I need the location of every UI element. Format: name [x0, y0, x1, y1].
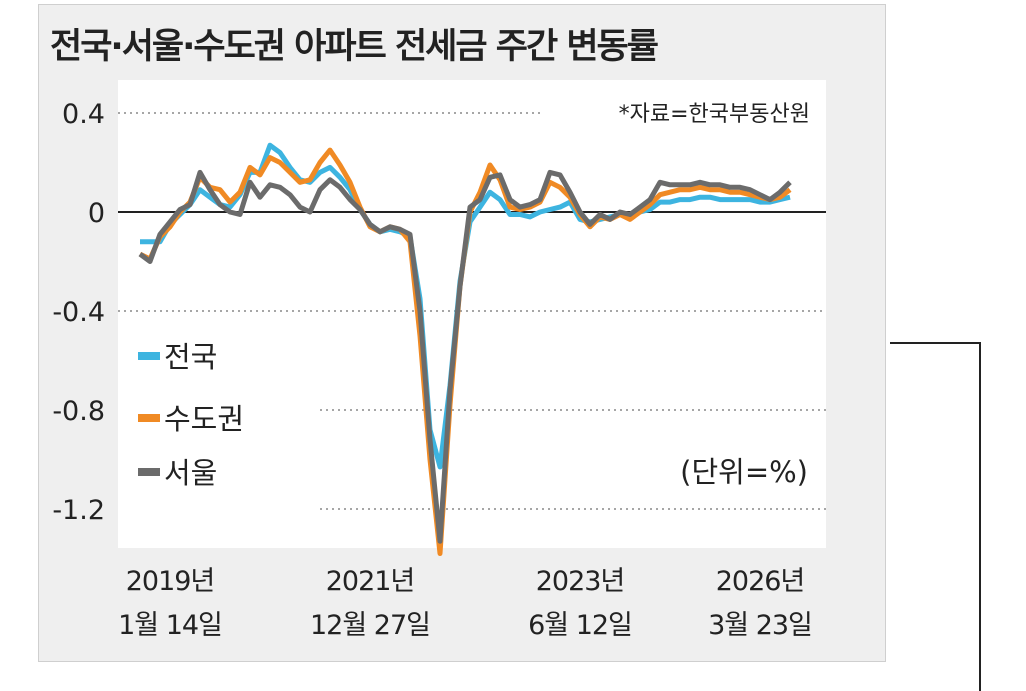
x-tick-label-year: 2021년 [326, 566, 415, 597]
x-tick-label-date: 3월 23일 [708, 610, 812, 641]
connector-line [890, 342, 981, 691]
unit-note: (단위=%) [680, 455, 808, 489]
legend-label: 전국 [164, 340, 217, 374]
plot-area [118, 80, 826, 548]
legend-swatch [138, 468, 160, 476]
y-tick-label: 0.4 [62, 99, 105, 130]
y-tick-label: -0.8 [52, 396, 105, 427]
y-tick-label: -1.2 [52, 495, 105, 526]
legend-swatch [138, 414, 160, 422]
x-tick-label-year: 2023년 [536, 566, 625, 597]
source-note: *자료=한국부동산원 [619, 102, 810, 127]
legend-swatch [138, 352, 160, 360]
x-tick-label-year: 2026년 [716, 566, 805, 597]
x-tick-label-date: 1월 14일 [118, 610, 222, 641]
legend-label: 서울 [164, 456, 217, 490]
x-tick-label-year: 2019년 [126, 566, 215, 597]
series-line-서울 [138, 169, 792, 544]
x-tick-label-date: 6월 12일 [528, 610, 632, 641]
legend-label: 수도권 [164, 402, 244, 436]
y-tick-label: -0.4 [52, 297, 105, 328]
x-tick-label-date: 12월 27일 [310, 610, 430, 641]
chart-title: 전국·서울·수도권 아파트 전세금 주간 변동률 [50, 27, 659, 67]
y-tick-label: 0 [88, 198, 105, 229]
